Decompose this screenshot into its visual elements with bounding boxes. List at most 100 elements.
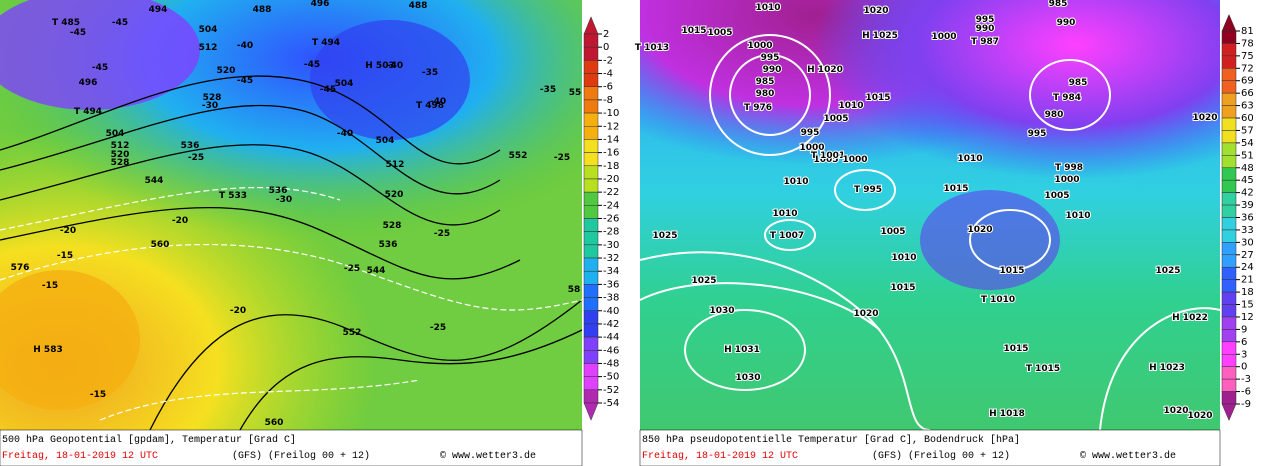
caption: 500 hPa Geopotential [gpdam], Temperatur… [2,434,296,446]
contour-label: T 533 [219,191,247,201]
contour-label: 985 [1049,0,1068,9]
copyright: © www.wetter3.de [1080,450,1176,462]
colorbar-segment [1221,204,1237,218]
colorbar-segment [1221,192,1237,206]
contour-label: H 1025 [862,31,898,41]
colorbar-segment [1221,155,1237,169]
colorbar-label: 27 [1241,250,1254,261]
colorbar-label: 51 [1241,150,1254,161]
colorbar-label: -24 [603,200,619,211]
colorbar-segment [583,139,599,153]
colorbar-label: -20 [603,174,619,185]
colorbar-label: -26 [603,214,619,225]
colorbar-segment [583,46,599,61]
colorbar-segment [1221,279,1237,293]
contour-label: 55 [569,88,582,98]
contour-label: 1000 [799,143,824,153]
contour-label: -40 [337,129,353,139]
contour-label: T 987 [971,37,999,47]
contour-label: 528 [203,93,222,103]
contour-label: 1010 [783,177,808,187]
contour-label: 985 [1069,78,1088,88]
colorbar-label: 0 [1241,362,1247,373]
contour-label: -45 [304,60,320,70]
contour-label: 1000 [931,32,956,42]
contour-label: 520 [217,66,236,76]
colorbar-segment [583,297,599,312]
contour-label: T 1001 [811,151,845,161]
colorbar-segment [583,350,599,364]
contour-label: T 976 [744,103,772,113]
colorbar-label: -50 [603,372,619,383]
colorbar-segment [583,86,599,101]
colorbar-segment [583,310,599,325]
contour-label: 1020 [1192,113,1217,123]
contour-label: 496 [311,0,330,9]
contour-label: 504 [376,136,395,146]
contour-label: 504 [199,25,218,35]
contour-label: 544 [145,176,164,186]
contour-label: -20 [230,306,246,316]
contour-label: H 1018 [989,409,1025,419]
date: Freitag, 18-01-2019 12 UTC [2,450,158,462]
colorbar-label: -6 [603,82,613,93]
colorbar-segment [1221,378,1237,392]
colorbar-label: 30 [1241,237,1254,248]
contour-label: 544 [367,266,386,276]
colorbar-segment [1221,130,1237,144]
colorbar-label: 57 [1241,125,1254,136]
colorbar-label: 39 [1241,200,1254,211]
contour-label: H 1023 [1149,363,1185,373]
contour-label: 528 [383,221,402,231]
contour-label: 504 [106,129,125,139]
colorbar-label: -14 [603,134,619,145]
colorbar-label: 0 [603,42,609,53]
contour-label: 1020 [863,6,888,16]
colorbar-label: -32 [603,253,619,264]
colorbar-segment [583,112,599,127]
contour-label: 1010 [772,209,797,219]
colorbar-label: 78 [1241,38,1254,49]
colorbar-label: -4 [603,69,613,80]
contour-label: -45 [320,85,336,95]
colorbar-label: -2 [603,55,613,66]
colorbar-label: -22 [603,187,619,198]
contour-label: -40 [387,61,403,71]
colorbar-segment [583,218,599,232]
colorbar-segment [583,178,599,193]
contour-label: 1020 [1163,406,1188,416]
colorbar-label: -42 [603,319,619,330]
colorbar-segment [1221,341,1237,355]
contour-label: T 998 [1055,163,1083,173]
contour-label: T 485 [52,18,80,28]
colorbar-label: 69 [1241,76,1254,87]
colorbar-segment [1221,43,1237,57]
contour-label: 1010 [838,101,863,111]
colorbar-segment [1221,68,1237,81]
contour-label: -45 [70,28,86,38]
contour-label: 1010 [891,253,916,263]
contour-label: -15 [57,251,73,261]
contour-label: T 1007 [770,231,804,241]
contour-label: -40 [237,41,253,51]
contour-label: 1005 [823,114,848,124]
contour-label: -20 [60,226,76,236]
contour-label: 1005 [813,155,838,165]
contour-label: T 995 [854,185,882,195]
contour-label: -35 [540,85,556,95]
colorbar-segment [583,191,599,206]
colorbar-segment [583,60,599,74]
colorbar-label: -18 [603,161,619,172]
colorbar-arrow [583,402,599,421]
contour-label: H 1022 [1172,313,1208,323]
caption: 850 hPa pseudopotentielle Temperatur [Gr… [642,434,1020,446]
contour-label: 1000 [1054,175,1079,185]
contour-label: 560 [265,418,284,428]
colorbar-segment [583,165,599,180]
colorbar-label: -6 [1241,387,1251,398]
colorbar-segment [583,99,599,114]
colorbar-segment [583,363,599,377]
colorbar-label: 66 [1241,88,1254,99]
copyright: © www.wetter3.de [440,450,536,462]
contour-label: 552 [343,328,362,338]
